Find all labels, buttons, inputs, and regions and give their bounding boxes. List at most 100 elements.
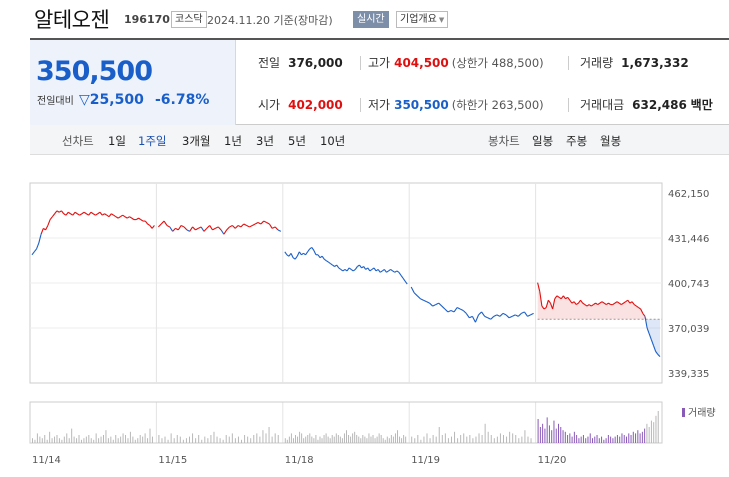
price-line-segment bbox=[113, 214, 117, 218]
volume-bar bbox=[32, 438, 33, 443]
volume-bar bbox=[512, 433, 514, 443]
volume-bar bbox=[288, 436, 290, 443]
volume-bar bbox=[225, 435, 227, 443]
price-line-segment bbox=[614, 301, 618, 304]
price-line-segment bbox=[545, 300, 549, 308]
volume-bar bbox=[420, 439, 422, 443]
price-line-segment bbox=[160, 220, 165, 225]
volume-bar bbox=[286, 439, 288, 443]
tab-candle-weekly[interactable]: 주봉 bbox=[566, 134, 588, 148]
price-line-segment bbox=[206, 225, 211, 229]
price-line-segment bbox=[311, 247, 315, 251]
price-line-segment bbox=[200, 226, 205, 232]
volume-bar bbox=[192, 433, 194, 443]
price-line-segment bbox=[420, 298, 424, 301]
price-line-segment bbox=[642, 313, 646, 317]
price-line-segment bbox=[260, 220, 265, 225]
volume-bar bbox=[493, 438, 495, 443]
price-line-segment bbox=[99, 211, 103, 216]
volume-bar bbox=[98, 438, 100, 443]
price-line-segment bbox=[582, 302, 586, 306]
price-line-segment bbox=[72, 211, 76, 216]
volume-bar bbox=[403, 435, 405, 443]
volume-bar bbox=[250, 438, 252, 443]
volume-bar bbox=[472, 438, 474, 443]
price-line-segment bbox=[484, 315, 488, 319]
price-line-segment bbox=[40, 228, 44, 235]
volume-bar bbox=[370, 436, 372, 443]
price-line-segment bbox=[394, 270, 398, 273]
volume-bar bbox=[331, 435, 333, 443]
tab-candle-daily[interactable]: 일봉 bbox=[532, 134, 554, 148]
price-line-segment bbox=[379, 270, 383, 273]
tab-period-5y[interactable]: 5년 bbox=[288, 134, 306, 148]
tab-period-3y[interactable]: 3년 bbox=[256, 134, 274, 148]
price-line-segment bbox=[58, 210, 62, 213]
volume-bar bbox=[582, 435, 584, 443]
volume-bar bbox=[429, 438, 431, 443]
amount-cell: 거래대금 632,486 백만 bbox=[580, 96, 713, 113]
volume-bar bbox=[292, 438, 294, 443]
open-cell: 시가 402,000 bbox=[258, 96, 343, 113]
price-line-segment bbox=[296, 251, 300, 257]
volume-bar bbox=[587, 436, 589, 443]
volume-bar bbox=[628, 433, 630, 443]
volume-bar bbox=[392, 436, 394, 443]
tab-period-10y[interactable]: 10년 bbox=[320, 134, 346, 148]
tab-candle-monthly[interactable]: 월봉 bbox=[600, 134, 622, 148]
price-summary: 350,500 전일대비 ▽25,500 -6.78% 전일 376,000 고가… bbox=[30, 38, 729, 125]
tab-period-1w[interactable]: 1주일 bbox=[138, 134, 167, 148]
price-line-segment bbox=[229, 224, 233, 228]
volume-bar bbox=[244, 435, 246, 443]
volume-bar bbox=[253, 435, 255, 443]
price-line-segment bbox=[640, 308, 644, 314]
price-line-segment bbox=[307, 248, 311, 253]
volume-bar bbox=[426, 433, 428, 443]
volume-bar bbox=[317, 439, 319, 443]
volume-bar bbox=[354, 431, 356, 443]
volume-bar bbox=[460, 435, 462, 443]
volume-bar bbox=[378, 433, 380, 443]
stock-code: 196170 bbox=[124, 13, 170, 26]
price-line-segment bbox=[653, 345, 657, 352]
volume-bar bbox=[105, 430, 107, 443]
volume-bar bbox=[49, 431, 51, 443]
price-line-segment bbox=[517, 313, 522, 317]
price-line-segment bbox=[257, 222, 262, 225]
price-line-segment bbox=[584, 304, 588, 307]
volume-bar bbox=[329, 438, 331, 443]
price-line-segment bbox=[33, 248, 37, 253]
tab-period-1d[interactable]: 1일 bbox=[108, 134, 126, 148]
volume-bar bbox=[173, 438, 175, 443]
volume-bar bbox=[137, 438, 139, 443]
price-line-segment bbox=[328, 261, 331, 265]
volume-bar bbox=[621, 433, 623, 443]
price-line-segment bbox=[435, 302, 439, 306]
price-line-segment bbox=[209, 225, 213, 231]
volume-bar bbox=[147, 438, 149, 443]
realtime-button[interactable]: 실시간 bbox=[353, 11, 389, 28]
high-label: 고가 bbox=[368, 56, 391, 70]
volume-bar bbox=[394, 433, 396, 443]
price-line-segment bbox=[95, 213, 99, 216]
company-overview-dropdown[interactable]: 기업개요 ▼ bbox=[396, 11, 449, 28]
price-line-segment bbox=[36, 242, 40, 250]
price-line-segment bbox=[252, 223, 256, 226]
price-line-segment bbox=[65, 211, 69, 216]
price-line-segment bbox=[625, 299, 629, 303]
amount-unit: 백만 bbox=[690, 98, 713, 112]
high-cell: 고가 404,500 (상한가 488,500) bbox=[368, 54, 544, 71]
volume-bar bbox=[241, 439, 243, 443]
price-line-segment bbox=[294, 255, 298, 260]
volume-bar bbox=[54, 436, 56, 443]
prev-close-cell: 전일 376,000 bbox=[258, 54, 343, 71]
volume-bar bbox=[247, 436, 249, 443]
tab-period-1y[interactable]: 1년 bbox=[224, 134, 242, 148]
tab-period-3m[interactable]: 3개월 bbox=[182, 134, 211, 148]
volume-bar bbox=[564, 431, 566, 443]
volume-bar bbox=[447, 438, 449, 443]
price-line-segment bbox=[383, 269, 387, 273]
volume-bar bbox=[594, 436, 596, 443]
price-line-segment bbox=[606, 302, 609, 306]
volume-bar bbox=[632, 431, 634, 443]
